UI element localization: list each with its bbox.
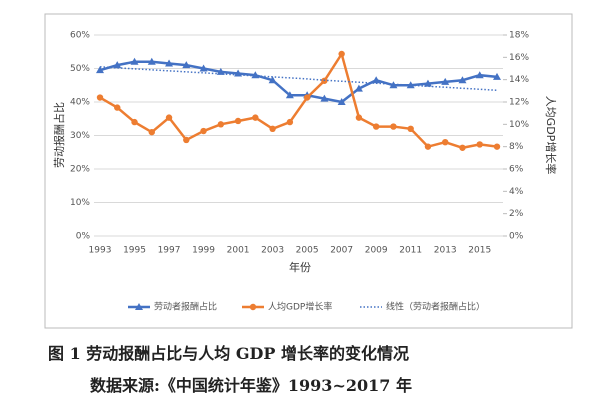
legend-label: 人均GDP增长率 [268,301,332,313]
marker [493,72,501,80]
y2-tick-label: 16% [509,53,529,63]
y-axis-label: 劳动报酬占比 [52,102,66,168]
marker [372,76,381,84]
y2-tick-label: 10% [509,120,529,130]
marker [182,61,191,69]
marker [114,104,121,111]
x-tick-label: 1993 [89,246,112,256]
x-tick-label: 2001 [227,246,250,256]
legend-label: 线性（劳动者报酬占比） [386,301,485,313]
marker [493,143,501,150]
y-tick-label: 50% [70,64,90,74]
y2-tick-label: 4% [509,187,524,197]
marker [216,67,225,75]
chart-frame [44,13,573,329]
marker [147,57,156,65]
marker [476,141,483,148]
y2-tick-label: 0% [509,232,524,242]
marker [217,121,225,128]
marker [423,79,432,87]
x-tick-label: 1997 [158,246,181,256]
marker [285,91,294,99]
marker [442,139,449,146]
x-tick-label: 2011 [399,246,422,256]
x-tick-label: 1995 [123,246,146,256]
marker [165,59,174,67]
y-tick-label: 0% [76,232,91,242]
marker [354,84,363,92]
caption: 图 1 劳动报酬占比与人均 GDP 增长率的变化情况 [48,344,409,363]
y-tick-label: 20% [70,165,90,175]
marker [441,77,450,85]
x-axis-label: 年份 [289,260,311,274]
marker [200,127,207,135]
x-tick-label: 2015 [468,246,491,256]
marker [268,76,277,84]
y-tick-label: 30% [70,131,90,141]
y2-tick-label: 18% [509,31,529,41]
marker [424,143,432,150]
legend-marker [135,303,143,310]
marker [130,57,139,65]
marker [459,144,466,151]
x-tick-label: 2013 [434,246,457,256]
x-tick-label: 2005 [296,246,319,256]
marker [458,76,467,84]
x-tick-label: 2003 [261,246,284,256]
marker [475,71,484,79]
y-tick-label: 10% [70,198,90,208]
x-tick-label: 2009 [365,246,388,256]
y2-tick-label: 6% [509,165,524,175]
series-line [99,60,498,104]
marker [389,81,398,89]
y2-tick-label: 14% [509,75,529,85]
marker [338,50,345,58]
marker [372,123,380,130]
y2-tick-label: 2% [509,209,524,219]
y2-tick-label: 12% [509,98,529,108]
y-tick-label: 60% [70,31,90,41]
marker [303,94,311,101]
legend-marker [249,303,257,311]
y2-tick-label: 8% [509,142,524,152]
x-tick-label: 2007 [330,246,353,256]
marker [148,128,155,136]
marker [96,66,104,74]
marker [407,125,414,132]
marker [269,125,276,132]
marker [406,81,415,89]
y2-axis-label: 人均GDP增长率 [544,96,558,175]
marker [252,114,259,121]
x-tick-label: 1999 [192,246,215,256]
marker [320,94,329,102]
marker [113,61,122,69]
marker [183,136,190,144]
marker [131,118,138,126]
marker [199,64,208,72]
legend-label: 劳动者报酬占比 [154,301,217,313]
marker [96,94,104,101]
source: 数据来源:《中国统计年鉴》1993~2017 年 [90,376,412,395]
y-tick-label: 40% [70,98,90,108]
marker [286,118,294,126]
marker [337,98,346,105]
marker [355,114,363,121]
chart: 年份 劳动报酬占比 人均GDP增长率 0% 10% 20% 30% 40% 50% 60% 0… [44,13,573,329]
marker [390,123,397,130]
marker [234,117,242,125]
marker [165,114,173,121]
